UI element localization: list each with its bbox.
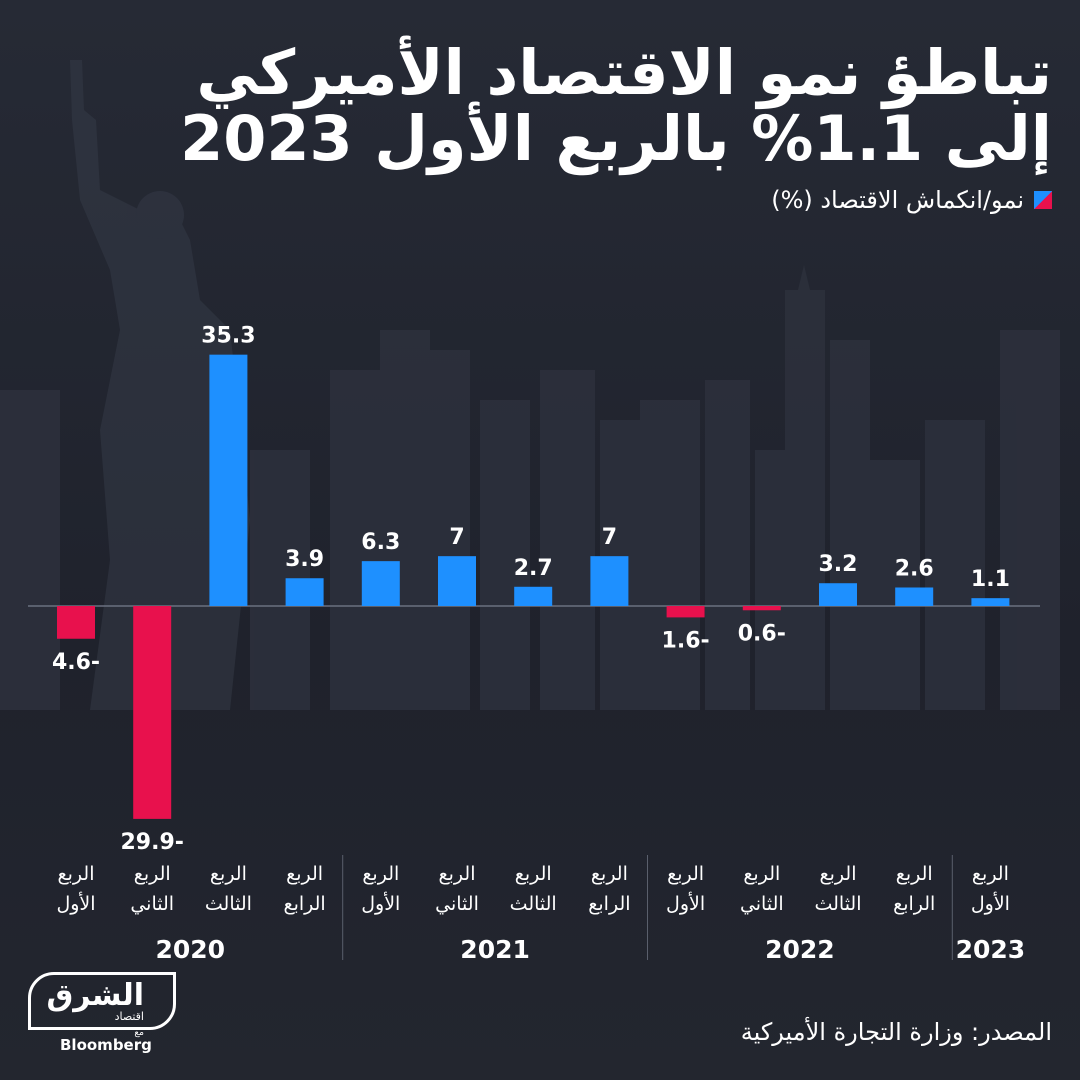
category-label: الرابع	[588, 893, 630, 915]
data-label: 4.6-	[52, 650, 100, 675]
category-label: الربع	[58, 863, 95, 885]
year-label: 2020	[156, 935, 226, 964]
data-label: 3.2	[819, 552, 858, 577]
bar	[133, 606, 172, 819]
legend-swatch	[1034, 191, 1052, 209]
data-label: 7	[602, 525, 617, 550]
source-note: المصدر: وزارة التجارة الأميركية	[740, 1018, 1052, 1046]
data-label: 6.3	[361, 530, 400, 555]
category-label: الربع	[286, 863, 323, 885]
bar	[590, 556, 629, 606]
category-label: الرابع	[893, 893, 935, 915]
bar	[819, 583, 857, 606]
category-label: الثالث	[205, 893, 252, 915]
category-label: الرابع	[283, 893, 325, 915]
category-label: الأول	[971, 892, 1010, 915]
bar	[971, 598, 1010, 606]
category-label: الربع	[667, 863, 704, 885]
category-label: الربع	[134, 863, 171, 885]
title-line-2: إلى 1.1% بالربع الأول 2023	[180, 102, 1052, 175]
data-label: 29.9-	[120, 830, 183, 855]
bar	[361, 561, 400, 606]
chart-title: تباطؤ نمو الاقتصاد الأميركي إلى 1.1% بال…	[52, 40, 1052, 172]
category-label: الأول	[666, 892, 705, 915]
category-label: الثالث	[814, 893, 861, 915]
bar	[57, 606, 95, 639]
category-label: الثاني	[740, 893, 784, 915]
bar	[514, 586, 553, 606]
logo-with-text: مع	[134, 1028, 144, 1038]
logo-frame	[28, 972, 176, 1030]
category-label: الثاني	[130, 893, 174, 915]
category-label: الربع	[743, 863, 780, 885]
data-label: 2.6	[895, 556, 934, 581]
category-label: الربع	[362, 863, 399, 885]
category-label: الربع	[896, 863, 933, 885]
title-line-1: تباطؤ نمو الاقتصاد الأميركي	[196, 36, 1052, 109]
logo-main-text: الشرق	[46, 978, 144, 1013]
year-label: 2023	[956, 935, 1026, 964]
data-label: 1.6-	[662, 628, 710, 653]
year-label: 2022	[765, 935, 835, 964]
bar	[742, 606, 781, 611]
data-label: 7	[449, 525, 464, 550]
data-label: 2.7	[514, 556, 553, 581]
category-label: الربع	[439, 863, 476, 885]
legend-label: نمو/انكماش الاقتصاد (%)	[771, 186, 1024, 214]
category-label: الربع	[591, 863, 628, 885]
category-label: الأول	[56, 892, 95, 915]
logo-sub-text: اقتصاد	[114, 1010, 144, 1023]
category-label: الربع	[210, 863, 247, 885]
data-label: 35.3	[201, 324, 255, 349]
bar	[666, 606, 705, 618]
bar	[438, 556, 476, 606]
category-label: الربع	[820, 863, 857, 885]
category-label: الربع	[515, 863, 552, 885]
data-label: 1.1	[971, 567, 1010, 592]
data-label: 3.9	[285, 547, 324, 572]
logo-partner-text: Bloomberg	[60, 1036, 152, 1054]
data-label: 0.6-	[738, 621, 786, 646]
bar	[209, 354, 248, 606]
category-label: الثالث	[510, 893, 557, 915]
year-label: 2021	[460, 935, 530, 964]
category-label: الثاني	[435, 893, 479, 915]
bar	[285, 578, 324, 606]
category-label: الأول	[361, 892, 400, 915]
legend: نمو/انكماش الاقتصاد (%)	[771, 186, 1052, 214]
bar	[895, 587, 934, 606]
asharq-bloomberg-logo: الشرق اقتصاد مع Bloomberg	[28, 972, 178, 1054]
category-label: الربع	[972, 863, 1009, 885]
